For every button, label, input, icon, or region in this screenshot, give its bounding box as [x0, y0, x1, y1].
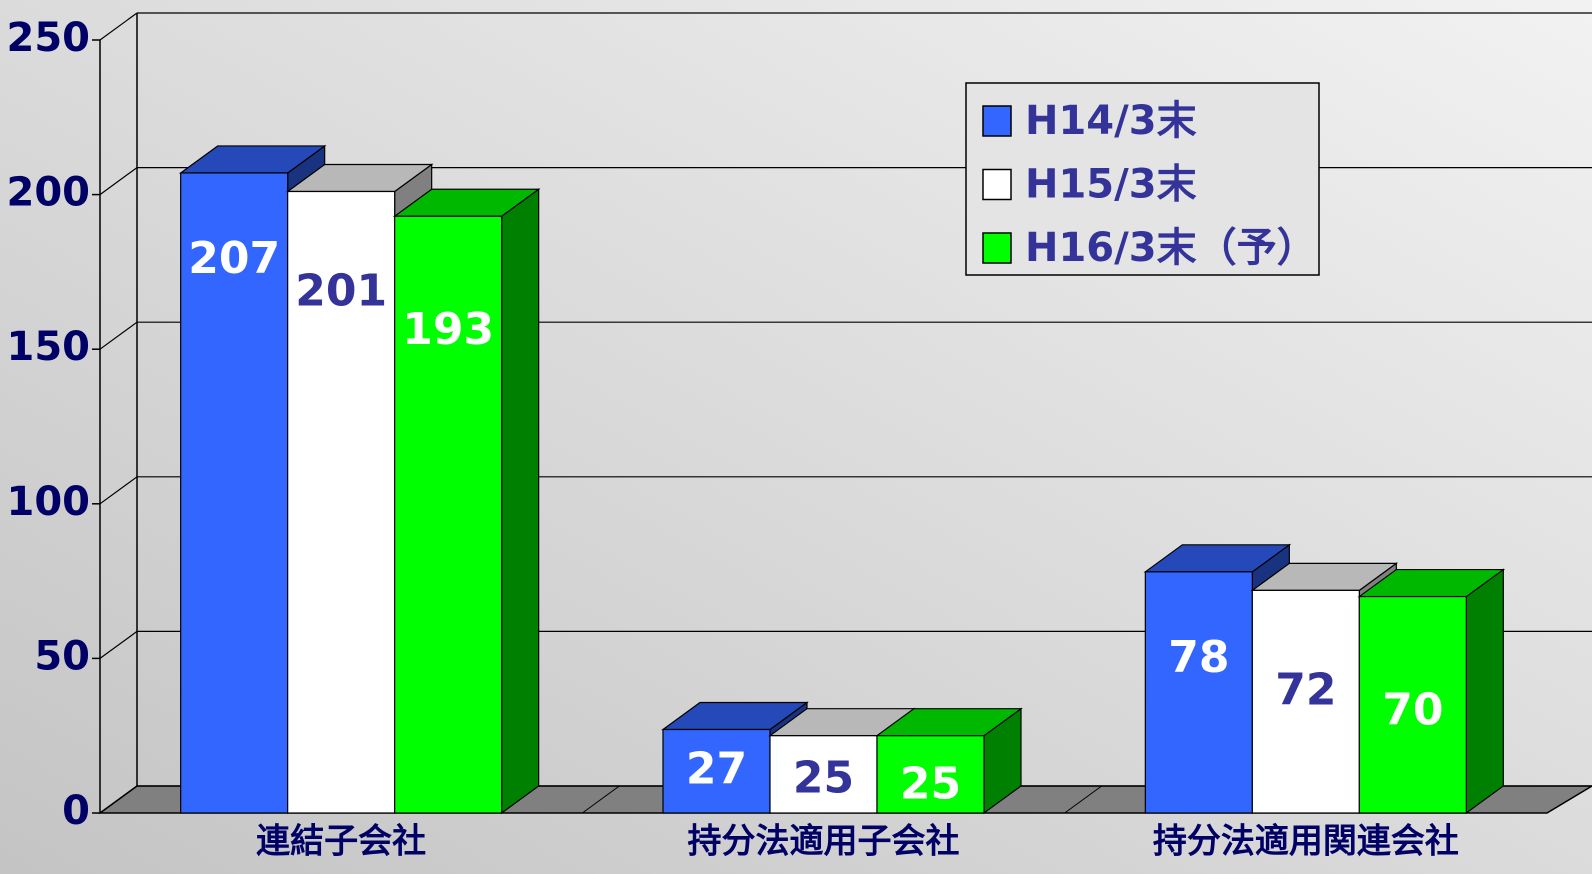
y-tick-label: 0: [62, 788, 90, 834]
grid-line-side: [99, 630, 138, 659]
bar: [1358, 595, 1467, 814]
legend-label: H16/3末（予）: [1025, 225, 1317, 271]
bar-group: [392, 188, 541, 815]
data-label: 201: [295, 266, 387, 317]
x-tick: [1064, 785, 1102, 814]
y-tick-label: 200: [7, 170, 91, 216]
grid-line-side: [99, 321, 138, 350]
bar-side: [501, 188, 540, 815]
grid-line-side: [99, 476, 138, 505]
y-tick-label: 50: [34, 633, 90, 679]
legend-label: H14/3末: [1025, 98, 1197, 144]
data-label: 72: [1275, 664, 1336, 715]
x-tick-label: 持分法適用関連会社: [1153, 822, 1459, 862]
grid-line-side: [99, 12, 138, 41]
x-tick-label: 持分法適用子会社: [688, 822, 960, 862]
legend-swatch: [982, 168, 1012, 201]
bar: [1144, 571, 1253, 814]
bar: [662, 728, 771, 814]
legend-label: H15/3末: [1025, 162, 1197, 208]
bar: [876, 735, 985, 814]
x-tick: [99, 785, 138, 814]
bar-side: [1465, 568, 1504, 815]
bar-group: [875, 707, 1023, 815]
bar-group: [1357, 568, 1506, 815]
data-label: 193: [402, 304, 494, 355]
y-tick-label: 100: [7, 479, 91, 525]
bar: [180, 172, 289, 814]
data-label: 25: [900, 758, 961, 809]
y-tick-label: 150: [7, 324, 91, 370]
bar: [769, 735, 878, 814]
legend: H14/3末 H15/3末 H16/3末（予）: [965, 82, 1320, 276]
bar: [1251, 589, 1360, 814]
legend-swatch: [982, 105, 1012, 137]
grid-line-side: [99, 167, 138, 196]
x-tick-label: 連結子会社: [256, 822, 426, 862]
x-tick: [582, 785, 620, 814]
data-label: 207: [188, 233, 280, 284]
data-label: 25: [793, 752, 854, 803]
legend-box: [965, 82, 1320, 276]
data-label: 27: [686, 743, 747, 794]
legend-swatch: [982, 232, 1012, 264]
data-label: 78: [1168, 632, 1229, 683]
y-tick-label: 250: [7, 15, 91, 61]
bar: [394, 215, 503, 814]
data-label: 70: [1382, 685, 1443, 736]
